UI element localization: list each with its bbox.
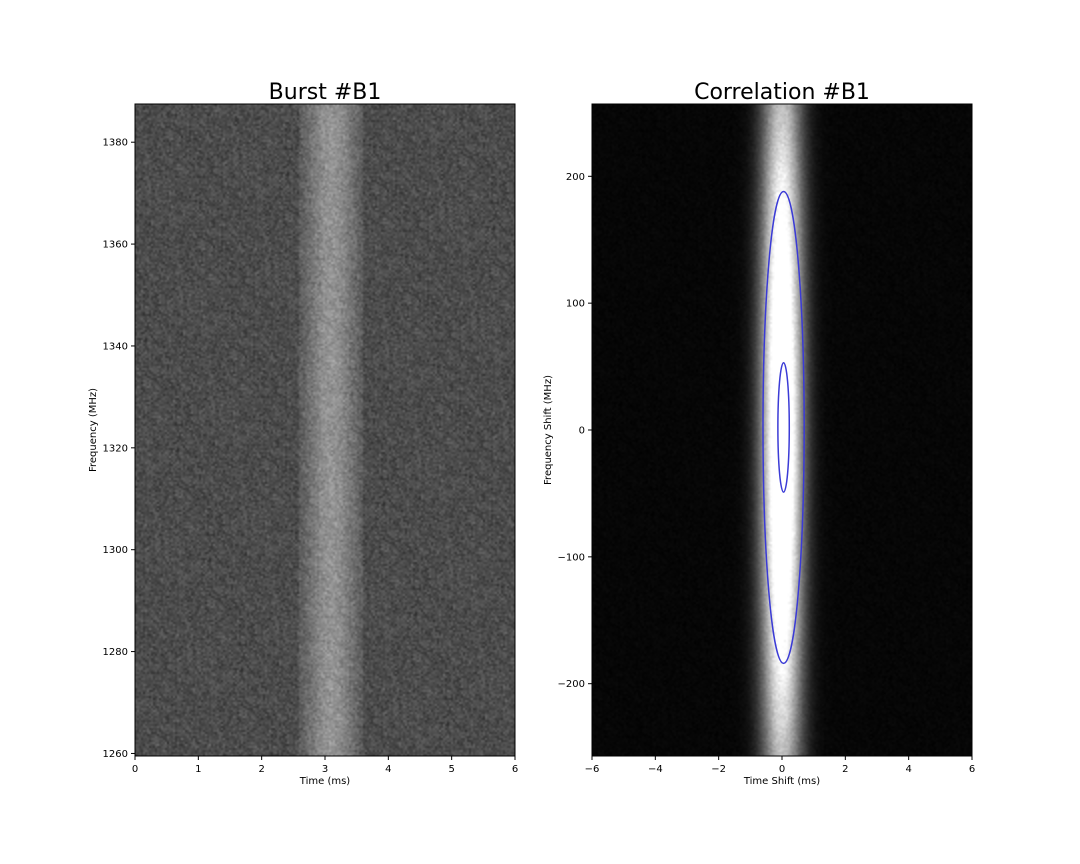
burst-x-tick-label: 2 (258, 764, 264, 775)
correlation-y-tick-label: −200 (558, 679, 585, 690)
burst-y-tick-label: 1380 (103, 138, 128, 149)
burst-y-tick-label: 1300 (103, 545, 128, 556)
correlation-y-tick-label: 200 (566, 172, 585, 183)
correlation-y-axis: −200 −100 0 100 200 (558, 172, 592, 690)
correlation-x-axis: −6 −4 −2 0 2 4 6 (585, 756, 975, 775)
burst-x-axis-label: Time (ms) (299, 776, 351, 787)
burst-x-axis: 0 1 2 3 4 5 6 (132, 756, 518, 775)
burst-x-tick-label: 4 (385, 764, 391, 775)
correlation-y-axis-label: Frequency Shift (MHz) (543, 375, 554, 485)
burst-y-axis-label: Frequency (MHz) (88, 388, 99, 472)
correlation-x-tick-label: 4 (905, 764, 911, 775)
burst-y-tick-label: 1360 (103, 240, 128, 251)
burst-x-tick-label: 1 (195, 764, 201, 775)
burst-title: Burst #B1 (269, 80, 382, 105)
correlation-x-tick-label: −4 (648, 764, 663, 775)
burst-y-axis: 1260 1280 1300 1320 1340 1360 1380 (103, 138, 135, 760)
outer-contour (762, 190, 805, 665)
correlation-x-tick-label: −2 (711, 764, 726, 775)
burst-heatmap (135, 104, 515, 756)
correlation-panel: Correlation #B1 −6 −4 −2 0 2 4 6 −200 −100 0 100 2… (543, 80, 975, 787)
correlation-y-tick-label: 100 (566, 299, 585, 310)
correlation-x-tick-label: 0 (779, 764, 785, 775)
correlation-contours (762, 190, 805, 665)
burst-x-tick-label: 3 (322, 764, 328, 775)
correlation-y-tick-label: −100 (558, 552, 585, 563)
burst-x-tick-label: 5 (448, 764, 454, 775)
correlation-x-axis-label: Time Shift (ms) (743, 776, 820, 787)
correlation-x-tick-label: 2 (842, 764, 848, 775)
burst-heatmap-image (135, 104, 515, 756)
correlation-heatmap (592, 104, 972, 756)
correlation-title: Correlation #B1 (694, 80, 870, 105)
burst-y-tick-label: 1320 (103, 443, 128, 454)
correlation-x-tick-label: 6 (969, 764, 975, 775)
burst-x-tick-label: 0 (132, 764, 138, 775)
burst-x-tick-label: 6 (512, 764, 518, 775)
inner-contour (777, 362, 791, 493)
burst-y-tick-label: 1260 (103, 749, 128, 760)
burst-y-tick-label: 1340 (103, 341, 128, 352)
correlation-heatmap-image (592, 104, 972, 756)
correlation-y-tick-label: 0 (579, 426, 585, 437)
burst-y-tick-label: 1280 (103, 647, 128, 658)
burst-panel: Burst #B1 0 1 2 3 4 5 6 1260 1280 1300 1320 1340 13… (88, 80, 518, 787)
correlation-x-tick-label: −6 (585, 764, 600, 775)
